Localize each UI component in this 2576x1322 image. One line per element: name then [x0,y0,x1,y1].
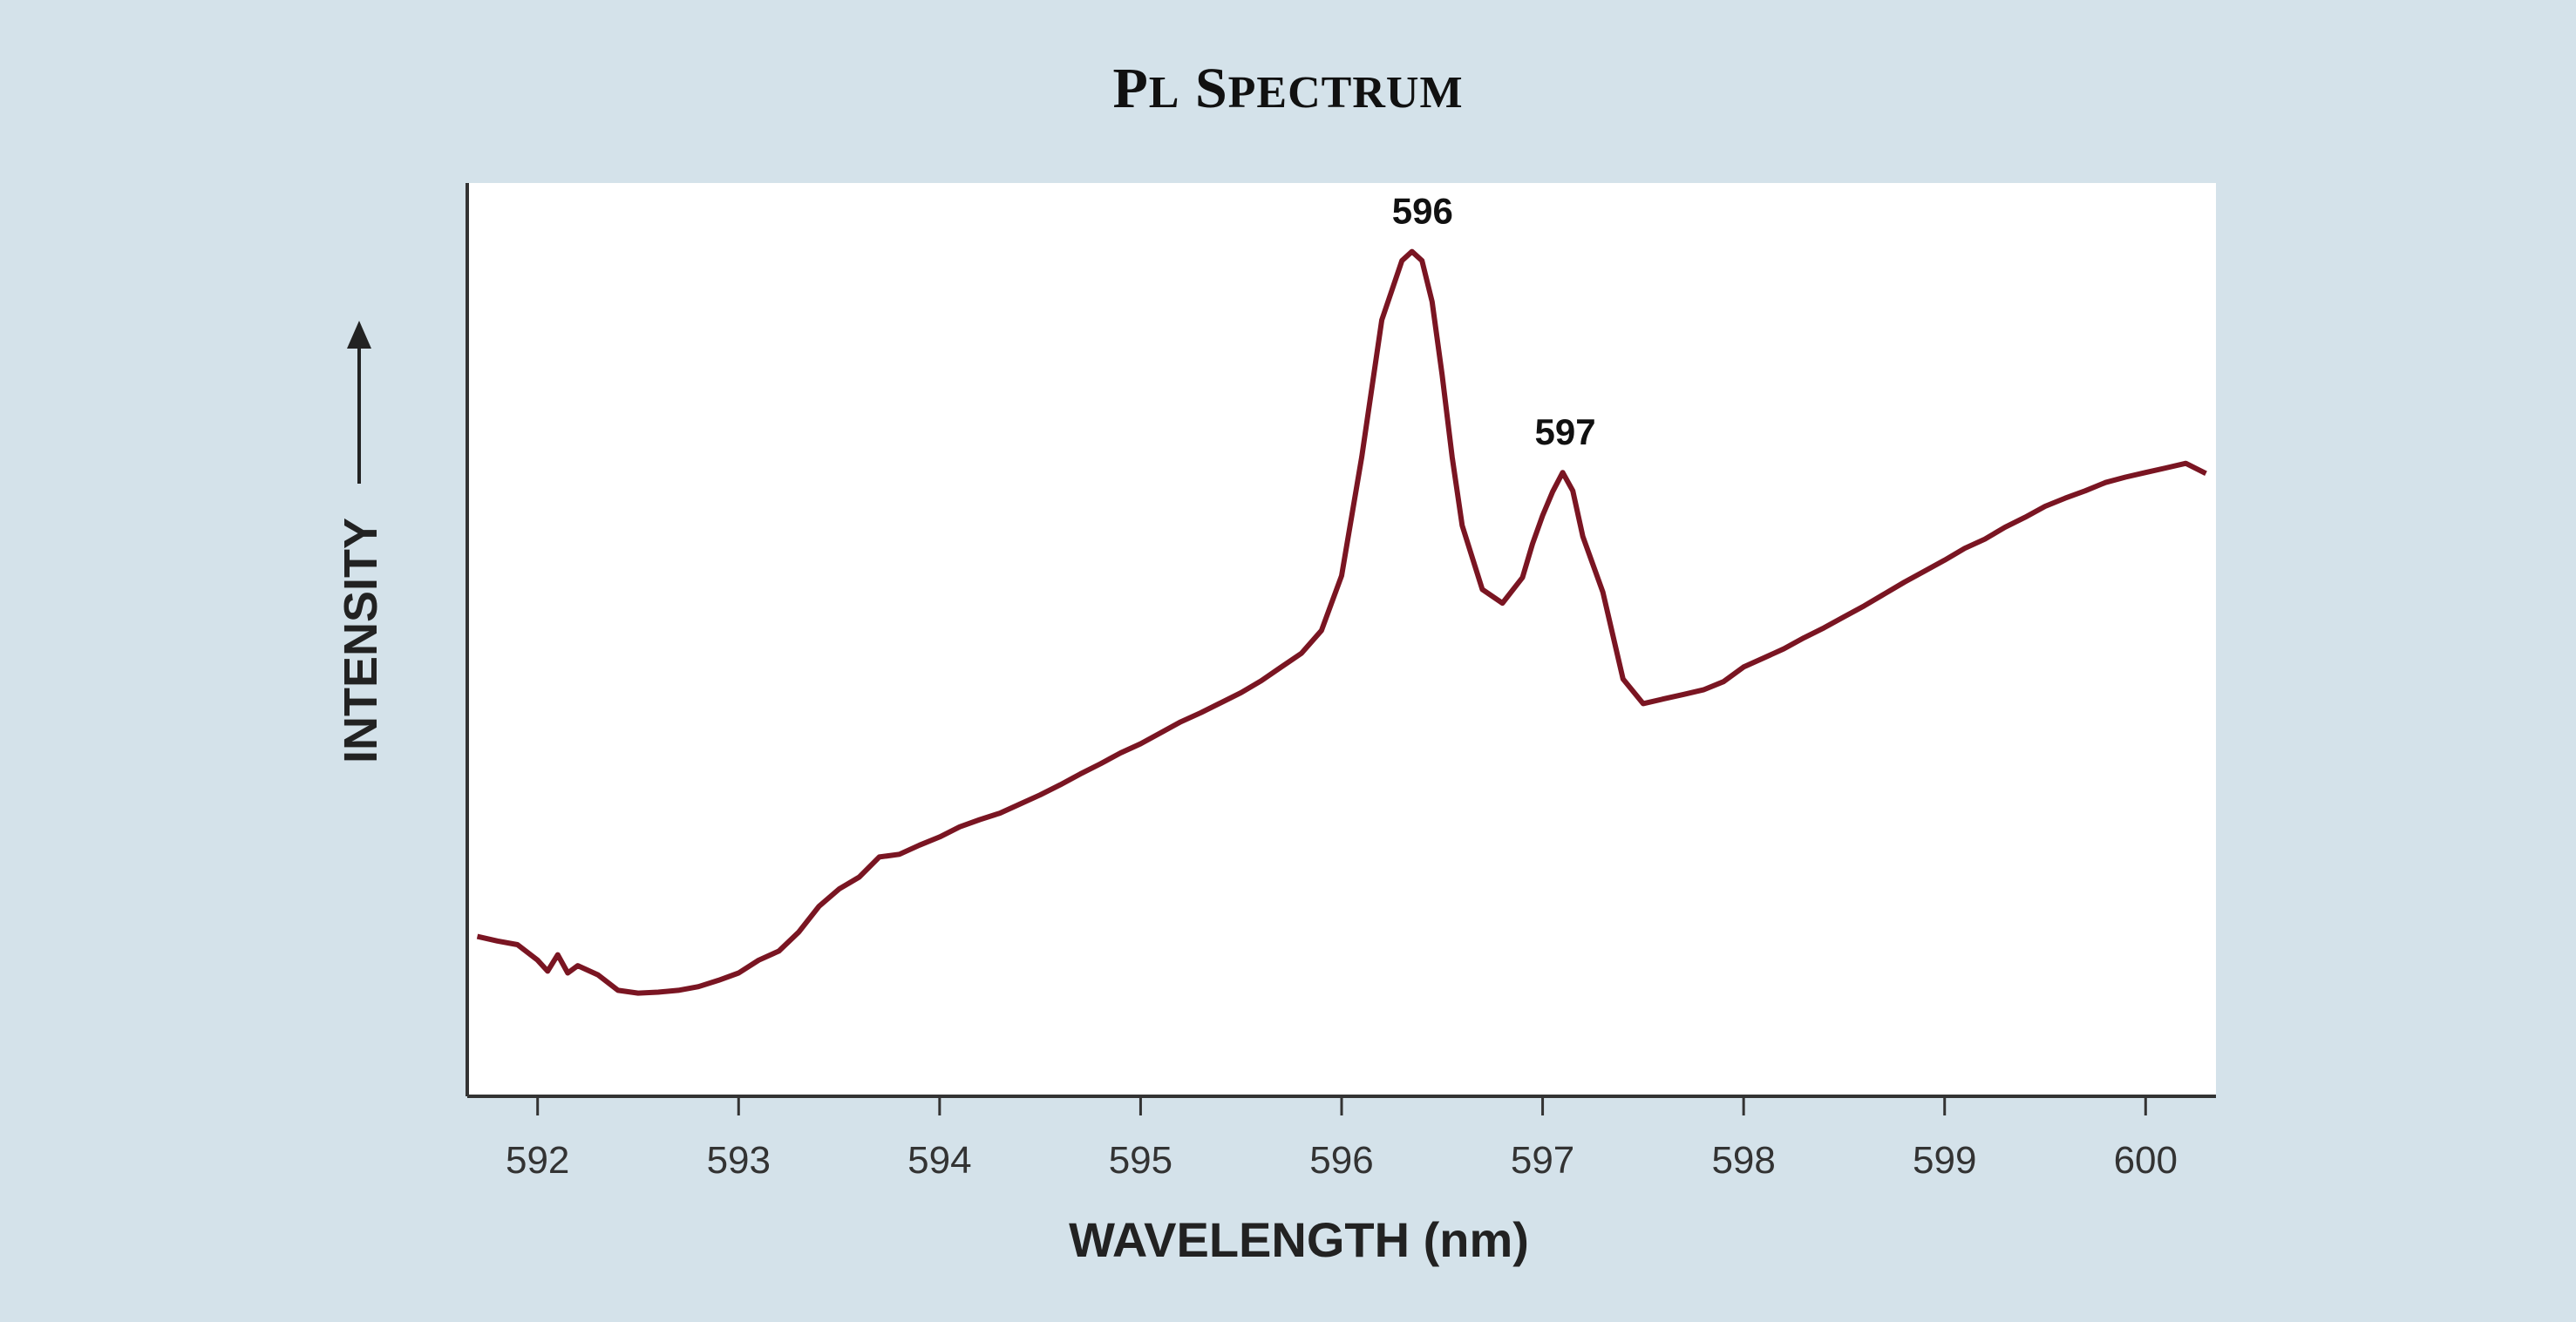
y-axis-arrow-head [347,321,371,349]
x-tick-label: 596 [1309,1139,1373,1182]
x-tick-label: 600 [2114,1139,2178,1182]
x-tick-label: 599 [1913,1139,1976,1182]
chart-title: PL SPECTRUM [1112,57,1464,120]
spectrum-line [476,248,2207,996]
x-tick-label: 593 [707,1139,771,1182]
peak-label-596: 596 [1392,191,1453,232]
x-tick-label: 597 [1511,1139,1574,1182]
x-axis-label: WAVELENGTH (nm) [1069,1212,1529,1267]
y-axis-label: INTENSITY [335,518,387,763]
peak-label-597: 597 [1535,411,1596,452]
x-tick-label: 594 [907,1139,971,1182]
x-tick-label: 598 [1711,1139,1775,1182]
x-tick-label: 595 [1109,1139,1172,1182]
plot-area [467,183,2216,1096]
x-tick-label: 592 [506,1139,569,1182]
